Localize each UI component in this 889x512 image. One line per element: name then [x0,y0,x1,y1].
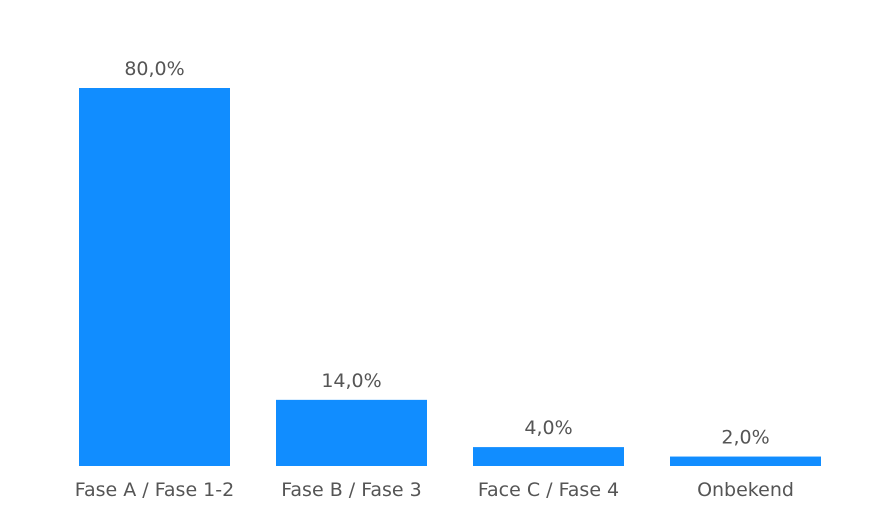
data-label-0: 80,0% [124,58,184,80]
data-label-1: 14,0% [321,370,381,392]
bar-3[interactable] [670,456,821,466]
bar-2[interactable] [473,447,624,466]
x-tick-label-3: Onbekend [697,479,794,501]
data-label-2: 4,0% [524,417,572,439]
x-tick-label-0: Fase A / Fase 1-2 [75,479,234,501]
data-labels-group: 80,0% 14,0% 4,0% 2,0% [124,58,769,449]
x-tick-label-1: Fase B / Fase 3 [281,479,422,501]
data-label-3: 2,0% [721,427,769,449]
bar-0[interactable] [79,88,230,466]
bar-1[interactable] [276,399,427,466]
x-tick-label-2: Face C / Fase 4 [478,479,619,501]
x-axis-tick-labels: Fase A / Fase 1-2 Fase B / Fase 3 Face C /… [75,479,794,501]
bars-group [79,88,821,466]
